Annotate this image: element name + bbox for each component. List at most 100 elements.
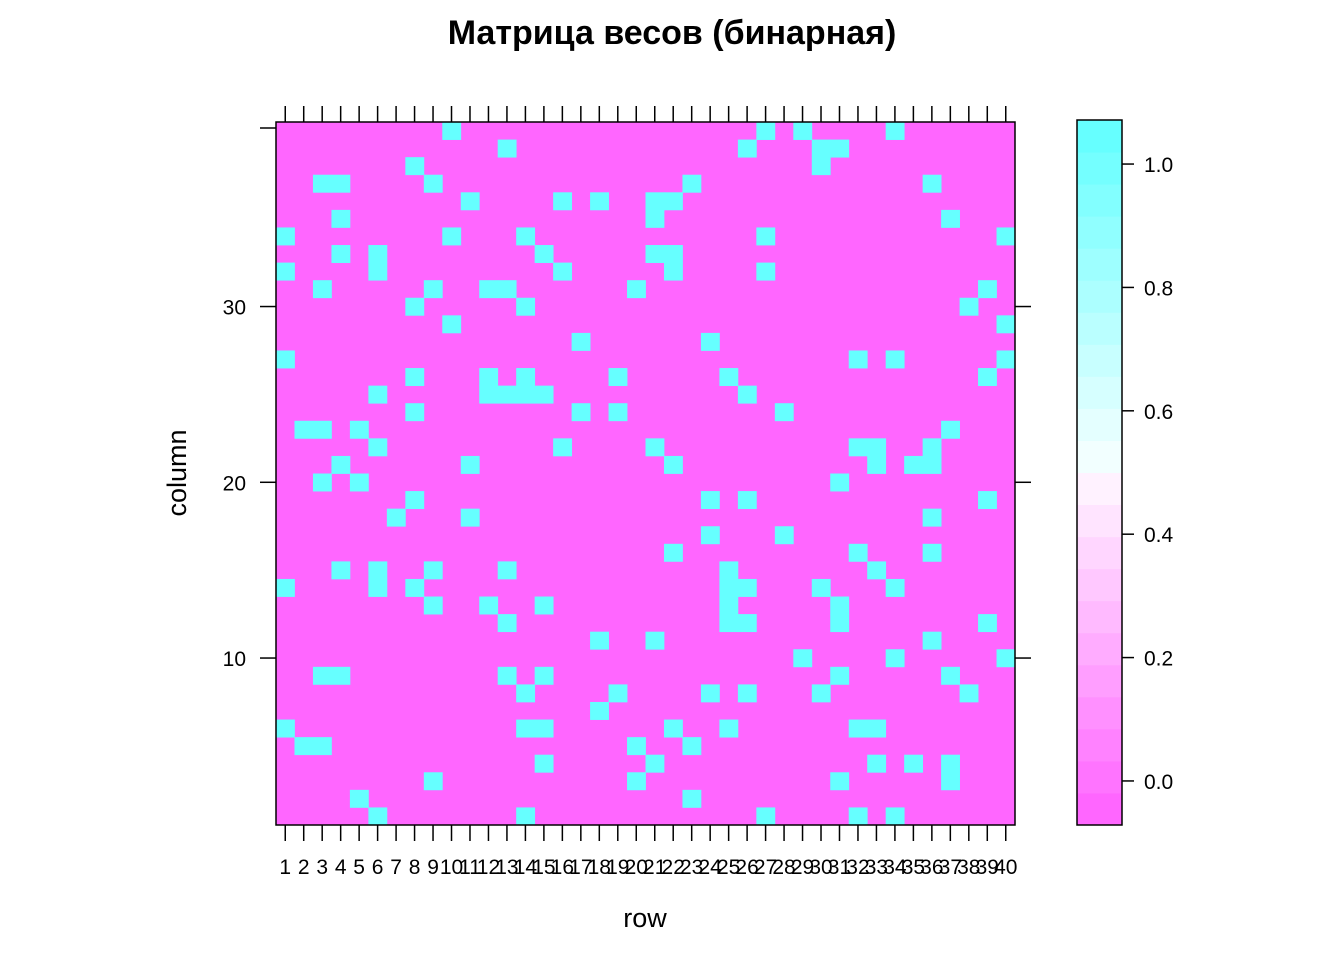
heatmap-cell	[479, 280, 499, 299]
heatmap-cell	[423, 174, 443, 193]
heatmap-cell	[737, 578, 757, 597]
x-tick-label: 17	[569, 856, 592, 879]
heatmap-cell	[516, 227, 536, 246]
heatmap-cell	[719, 561, 739, 580]
x-tick-label: 36	[920, 856, 943, 879]
heatmap-cell	[885, 807, 905, 826]
heatmap-cell	[497, 139, 517, 158]
colorbar-segment	[1077, 216, 1122, 249]
x-tick-label: 20	[625, 856, 648, 879]
heatmap-cell	[830, 139, 850, 158]
x-tick-label: 29	[791, 856, 814, 879]
colorbar-segment	[1077, 120, 1122, 153]
heatmap-cell	[941, 772, 960, 791]
colorbar-segment	[1077, 664, 1122, 698]
heatmap-cell	[848, 350, 868, 369]
heatmap-cells	[276, 122, 1016, 826]
heatmap-cell	[479, 368, 499, 387]
colorbar-segment	[1077, 632, 1122, 666]
heatmap-cell	[331, 455, 351, 474]
x-tick-label: 22	[662, 856, 685, 879]
heatmap-cell	[442, 227, 462, 246]
heatmap-cell	[442, 315, 462, 334]
heatmap-cell	[497, 385, 517, 404]
x-tick-label: 24	[698, 856, 722, 879]
x-tick-label: 28	[772, 856, 795, 879]
heatmap-cell	[368, 438, 388, 457]
heatmap-cell	[276, 719, 295, 738]
colorbar-tick-label: 0.6	[1144, 401, 1173, 424]
heatmap-cell	[590, 192, 609, 211]
heatmap-cell	[830, 666, 850, 685]
heatmap-cell	[756, 122, 776, 140]
heatmap-cell	[996, 315, 1016, 334]
heatmap-cell	[922, 174, 942, 193]
heatmap-cell	[294, 420, 314, 439]
heatmap-cell	[811, 684, 831, 703]
colorbar-segment	[1077, 728, 1122, 762]
heatmap-cell	[442, 122, 462, 140]
heatmap-cell	[516, 385, 536, 404]
x-tick-label: 5	[353, 856, 365, 879]
heatmap-cell	[719, 578, 739, 597]
x-tick-label: 25	[717, 856, 740, 879]
heatmap-cell	[423, 772, 443, 791]
heatmap-cell	[368, 245, 388, 263]
heatmap-cell	[553, 262, 573, 281]
heatmap-cell	[978, 614, 997, 633]
heatmap-background	[276, 122, 1015, 825]
colorbar-segment	[1077, 536, 1122, 570]
heatmap-cell	[885, 578, 905, 597]
x-tick-label: 3	[316, 856, 328, 879]
y-axis: 10 20 30	[223, 127, 1031, 671]
x-tick-label: 12	[477, 856, 500, 879]
heatmap-cell	[774, 403, 794, 422]
x-tick-label: 35	[902, 856, 925, 879]
x-tick-label: 23	[680, 856, 703, 879]
colorbar-segment	[1077, 312, 1122, 345]
heatmap-cell	[811, 157, 831, 176]
heatmap-cell	[460, 508, 480, 527]
x-tick-label: 2	[298, 856, 310, 879]
heatmap-cell	[405, 368, 425, 387]
heatmap-cell	[312, 174, 332, 193]
heatmap-cell	[368, 807, 388, 826]
x-tick-label: 15	[532, 856, 555, 879]
x-tick-label: 30	[809, 856, 832, 879]
heatmap-cell	[756, 807, 776, 826]
heatmap-cell	[608, 368, 628, 387]
colorbar-segment	[1077, 440, 1122, 473]
heatmap-cell	[682, 789, 702, 808]
heatmap-cell	[941, 666, 960, 685]
heatmap-cell	[682, 737, 702, 756]
heatmap-cell	[663, 543, 683, 562]
x-tick-label: 13	[495, 856, 518, 879]
x-tick-label: 19	[606, 856, 629, 879]
heatmap-cell	[516, 807, 536, 826]
heatmap-cell	[553, 438, 573, 457]
x-tick-label: 32	[846, 856, 869, 879]
heatmap-cell	[719, 614, 739, 633]
x-tick-label: 39	[976, 856, 999, 879]
colorbar-segment	[1077, 504, 1122, 538]
heatmap-cell	[368, 385, 388, 404]
heatmap-cell	[276, 262, 295, 281]
heatmap-cell	[460, 192, 480, 211]
x-axis-label: row	[623, 903, 667, 933]
heatmap-cell	[590, 701, 609, 720]
heatmap-cell	[312, 666, 332, 685]
heatmap-cell	[978, 491, 997, 510]
colorbar-segment	[1077, 280, 1122, 313]
heatmap-cell	[645, 192, 665, 211]
heatmap-cell	[571, 332, 591, 351]
heatmap-cell	[497, 614, 517, 633]
colorbar-segment	[1077, 376, 1122, 409]
colorbar-segment	[1077, 472, 1122, 506]
heatmap-cell	[645, 754, 665, 773]
heatmap-cell	[497, 280, 517, 299]
heatmap-cell	[534, 385, 554, 404]
heatmap-cell	[700, 526, 720, 545]
heatmap-cell	[627, 280, 646, 299]
x-tick-label: 27	[754, 856, 777, 879]
heatmap-cell	[405, 578, 425, 597]
